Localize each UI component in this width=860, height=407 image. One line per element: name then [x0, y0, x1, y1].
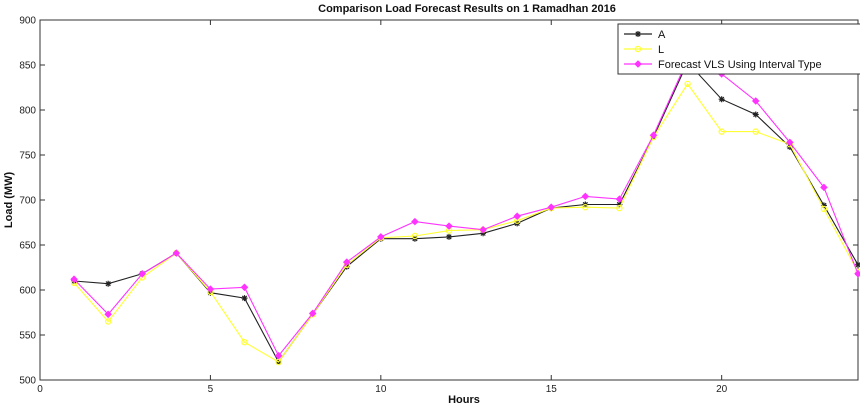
series-line — [73, 58, 859, 357]
data-point — [104, 318, 112, 325]
legend-marker — [634, 45, 642, 53]
y-tick-label: 500 — [19, 376, 36, 387]
data-point — [616, 204, 623, 212]
x-tick-label: 15 — [546, 384, 558, 395]
x-tick-label: 20 — [716, 384, 728, 395]
data-point — [547, 203, 556, 211]
data-point — [752, 128, 759, 135]
data-point — [241, 339, 248, 346]
data-point — [138, 270, 147, 278]
plot-area — [39, 19, 859, 381]
chart-title: Comparison Load Forecast Results on 1 Ra… — [318, 3, 616, 15]
data-point — [411, 217, 419, 226]
x-tick-label: 5 — [208, 384, 214, 395]
data-point — [342, 258, 351, 266]
data-point — [513, 212, 521, 220]
legend-item: L — [624, 44, 664, 56]
y-tick-label: 750 — [19, 151, 36, 162]
legend-box — [617, 23, 860, 75]
data-point — [786, 138, 794, 147]
data-point — [206, 285, 215, 293]
y-tick-label: 600 — [19, 286, 36, 297]
data-point — [172, 249, 181, 257]
data-point — [820, 205, 828, 213]
data-point — [649, 131, 658, 139]
y-tick-label: 800 — [19, 106, 36, 117]
data-point — [105, 280, 112, 287]
data-point — [274, 351, 283, 360]
x-axis-label: Hours — [448, 394, 480, 406]
data-point — [104, 310, 112, 319]
data-point — [308, 309, 317, 318]
y-tick-label: 850 — [19, 61, 36, 72]
data-point — [855, 261, 860, 268]
data-point — [751, 97, 760, 105]
x-tick-label: 10 — [375, 384, 387, 395]
legend-item: Forecast VLS Using Interval Type — [624, 59, 822, 71]
y-axis-label: Load (MW) — [3, 172, 15, 229]
series-line — [73, 82, 859, 363]
legend-marker — [635, 31, 641, 37]
legend-label: A — [658, 29, 666, 41]
legend: AL Forecast VLS Using Interval Type — [617, 23, 860, 75]
legend-label: L — [658, 44, 664, 56]
data-point — [684, 80, 691, 88]
data-point — [820, 183, 828, 192]
data-point — [343, 263, 350, 270]
data-point — [479, 225, 487, 234]
data-point — [70, 275, 78, 283]
y-tick-label: 700 — [19, 196, 36, 207]
data-point — [377, 233, 385, 241]
data-point — [718, 96, 725, 103]
data-point — [582, 203, 589, 211]
y-tick-label: 550 — [19, 331, 36, 342]
data-point — [854, 270, 860, 278]
x-tick-label: 0 — [37, 384, 43, 395]
legend-marker — [634, 60, 642, 68]
y-tick-label: 650 — [19, 241, 36, 252]
data-point — [445, 222, 453, 230]
y-tick-label: 900 — [19, 16, 36, 27]
data-point — [446, 233, 452, 240]
data-point — [616, 201, 623, 208]
series-layer — [70, 55, 860, 366]
axis-ticks: 0 5 10 15 20 500 550 600 650 700 750 800 850 900 — [19, 16, 858, 395]
data-point — [820, 202, 827, 209]
legend-label: Forecast VLS Using Interval Type — [658, 59, 822, 71]
data-point — [752, 111, 759, 118]
data-point — [718, 128, 725, 135]
data-point — [581, 192, 590, 201]
data-point — [411, 232, 419, 240]
data-point — [240, 283, 249, 292]
data-point — [241, 295, 248, 302]
data-point — [615, 195, 624, 203]
legend-item: A — [624, 29, 666, 41]
